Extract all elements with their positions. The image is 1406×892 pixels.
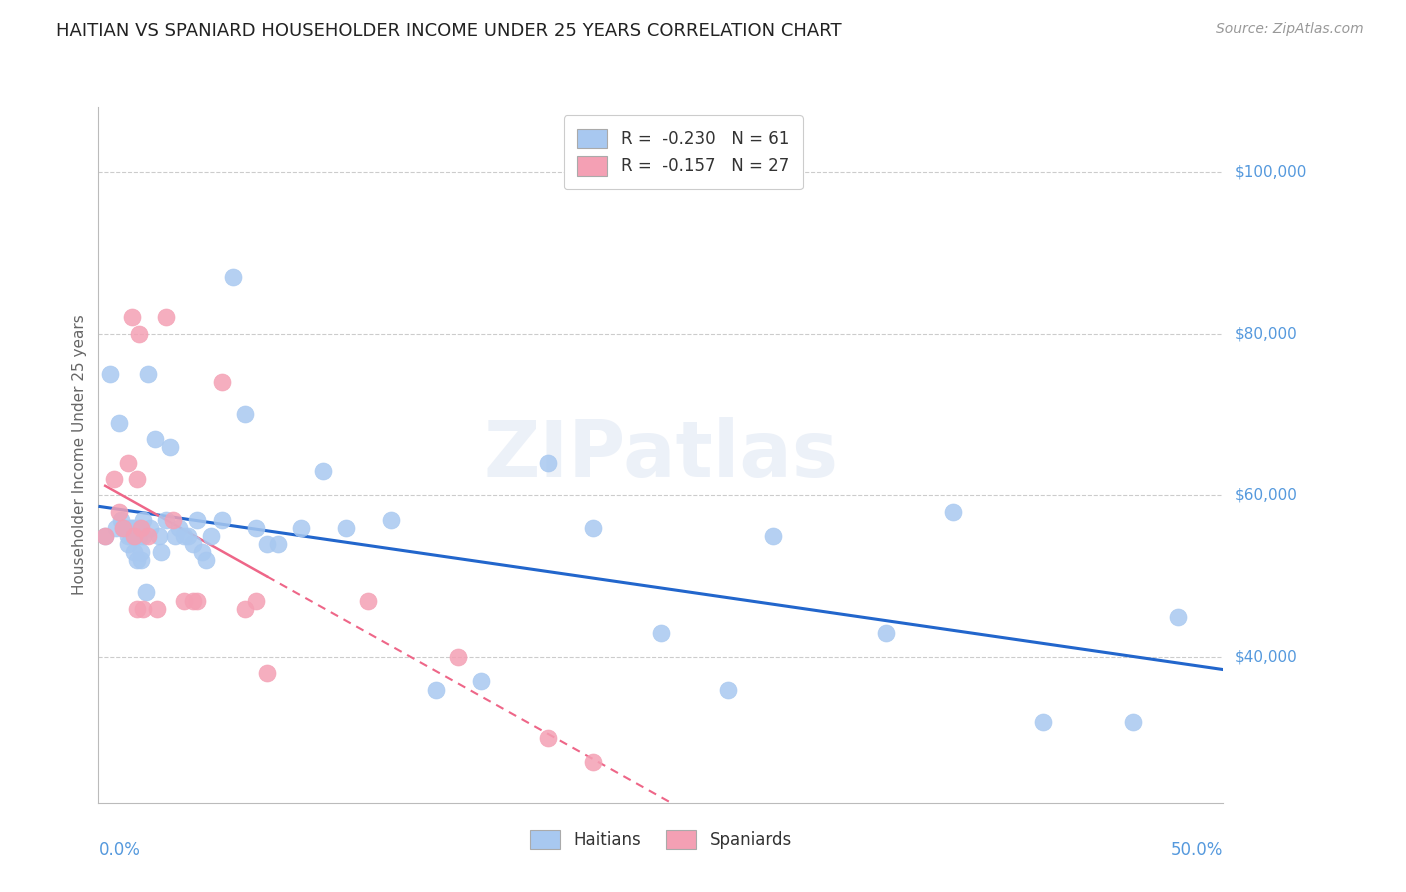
Point xyxy=(1167,609,1189,624)
Point xyxy=(139,521,162,535)
Text: 0.0%: 0.0% xyxy=(98,841,141,859)
Point xyxy=(128,521,150,535)
Point xyxy=(121,529,143,543)
Point xyxy=(159,440,181,454)
Point xyxy=(762,529,785,543)
Point xyxy=(117,529,139,543)
Point xyxy=(267,537,290,551)
Point xyxy=(191,545,214,559)
Y-axis label: Householder Income Under 25 years: Householder Income Under 25 years xyxy=(72,315,87,595)
Point xyxy=(335,521,357,535)
Text: $40,000: $40,000 xyxy=(1234,649,1298,665)
Point xyxy=(148,529,170,543)
Point xyxy=(222,269,245,284)
Point xyxy=(155,310,177,325)
Point xyxy=(121,310,143,325)
Point xyxy=(537,456,560,470)
Point xyxy=(125,472,148,486)
Point xyxy=(233,601,256,615)
Legend: Haitians, Spaniards: Haitians, Spaniards xyxy=(522,822,800,857)
Text: $80,000: $80,000 xyxy=(1234,326,1298,341)
Point xyxy=(155,513,177,527)
Point xyxy=(105,521,128,535)
Point xyxy=(195,553,218,567)
Point xyxy=(312,464,335,478)
Point xyxy=(875,626,897,640)
Point xyxy=(245,593,267,607)
Point xyxy=(125,553,148,567)
Point xyxy=(117,456,139,470)
Point xyxy=(103,472,125,486)
Point xyxy=(107,504,129,518)
Point xyxy=(200,529,222,543)
Point xyxy=(1032,714,1054,729)
Point xyxy=(1122,714,1144,729)
Point xyxy=(380,513,402,527)
Point xyxy=(582,521,605,535)
Point xyxy=(129,521,152,535)
Point xyxy=(94,529,117,543)
Point xyxy=(143,432,166,446)
Point xyxy=(186,593,208,607)
Point xyxy=(177,529,200,543)
Point xyxy=(124,529,146,543)
Point xyxy=(181,593,204,607)
Point xyxy=(447,650,470,665)
Text: Source: ZipAtlas.com: Source: ZipAtlas.com xyxy=(1216,22,1364,37)
Point xyxy=(129,545,152,559)
Point xyxy=(942,504,965,518)
Point xyxy=(146,601,169,615)
Point xyxy=(256,666,278,681)
Point xyxy=(163,529,186,543)
Point xyxy=(132,529,155,543)
Point xyxy=(125,601,148,615)
Point xyxy=(717,682,740,697)
Point xyxy=(425,682,447,697)
Point xyxy=(132,601,155,615)
Point xyxy=(112,521,135,535)
Point xyxy=(162,513,184,527)
Point xyxy=(245,521,267,535)
Point xyxy=(537,731,560,745)
Point xyxy=(135,585,157,599)
Point xyxy=(233,408,256,422)
Point xyxy=(136,529,159,543)
Point xyxy=(94,529,117,543)
Point xyxy=(129,553,152,567)
Point xyxy=(132,513,155,527)
Point xyxy=(107,416,129,430)
Point xyxy=(98,367,121,381)
Point xyxy=(117,537,139,551)
Point xyxy=(125,529,148,543)
Point xyxy=(110,513,132,527)
Point xyxy=(136,367,159,381)
Text: 50.0%: 50.0% xyxy=(1171,841,1223,859)
Point xyxy=(582,756,605,770)
Point xyxy=(173,593,195,607)
Point xyxy=(128,326,150,341)
Point xyxy=(169,521,191,535)
Point xyxy=(256,537,278,551)
Text: $60,000: $60,000 xyxy=(1234,488,1298,503)
Point xyxy=(357,593,380,607)
Point xyxy=(181,537,204,551)
Point xyxy=(124,545,146,559)
Text: HAITIAN VS SPANIARD HOUSEHOLDER INCOME UNDER 25 YEARS CORRELATION CHART: HAITIAN VS SPANIARD HOUSEHOLDER INCOME U… xyxy=(56,22,842,40)
Point xyxy=(124,521,146,535)
Point xyxy=(211,375,233,389)
Text: $100,000: $100,000 xyxy=(1234,164,1306,179)
Point xyxy=(186,513,208,527)
Point xyxy=(128,529,150,543)
Point xyxy=(121,521,143,535)
Point xyxy=(112,521,135,535)
Point xyxy=(114,521,136,535)
Point xyxy=(470,674,492,689)
Point xyxy=(173,529,195,543)
Point xyxy=(211,513,233,527)
Point xyxy=(290,521,312,535)
Text: ZIPatlas: ZIPatlas xyxy=(484,417,838,493)
Point xyxy=(650,626,672,640)
Point xyxy=(118,521,141,535)
Point xyxy=(150,545,173,559)
